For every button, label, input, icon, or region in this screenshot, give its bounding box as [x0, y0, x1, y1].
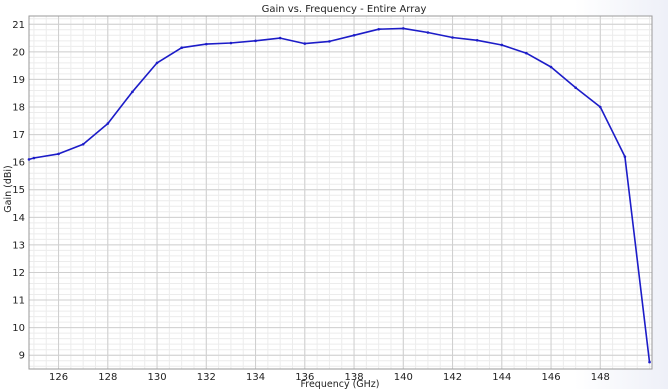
- data-point: [525, 51, 528, 55]
- data-point: [352, 34, 356, 37]
- plot-area: 126 128 130 132 134 136 138 140 142 144 146 148 9 10 1…: [12, 15, 653, 383]
- y-tick-label: 19: [12, 75, 25, 86]
- data-point: [426, 31, 430, 34]
- data-point: [131, 90, 134, 94]
- data-point: [648, 360, 651, 364]
- plot-background: [29, 16, 652, 369]
- x-tick-label: 146: [541, 372, 560, 383]
- y-tick-label: 16: [12, 158, 25, 169]
- data-point: [328, 40, 331, 43]
- x-tick-label: 142: [443, 372, 462, 383]
- y-tick-label: 15: [12, 185, 25, 196]
- x-tick-label: 130: [148, 372, 167, 383]
- data-point: [155, 61, 159, 65]
- plot-border: [28, 15, 653, 370]
- y-axis-label: Gain (dBi): [3, 165, 14, 212]
- x-tick-label: 148: [591, 372, 610, 383]
- y-tick-label: 21: [12, 20, 25, 31]
- data-point: [500, 43, 504, 47]
- data-point: [229, 41, 233, 45]
- data-point: [254, 39, 257, 43]
- data-point: [32, 156, 36, 160]
- y-tick-label: 17: [12, 130, 25, 141]
- x-tick-label: 134: [246, 372, 265, 383]
- x-tick-label: 128: [98, 372, 117, 383]
- x-tick-label: 138: [344, 372, 363, 383]
- x-tick-label: 132: [197, 372, 216, 383]
- y-tick-label: 12: [12, 268, 25, 279]
- data-point: [598, 105, 602, 109]
- y-tick-label: 20: [12, 47, 25, 58]
- x-tick-label: 140: [394, 372, 413, 383]
- data-point: [278, 36, 282, 40]
- data-point: [27, 158, 31, 161]
- y-tick-label: 18: [12, 103, 25, 114]
- y-tick-label: 9: [19, 351, 25, 362]
- y-tick-label: 14: [12, 213, 25, 224]
- data-point: [401, 27, 405, 30]
- y-tick-label: 13: [12, 240, 25, 251]
- data-point: [81, 142, 85, 146]
- y-tick-label: 10: [12, 323, 25, 334]
- x-axis-label: Frequency (GHz): [300, 379, 379, 389]
- x-tick-label: 136: [295, 372, 314, 383]
- data-point: [57, 152, 60, 156]
- data-point: [549, 65, 553, 69]
- data-point: [451, 36, 454, 39]
- data-point: [106, 122, 110, 125]
- data-point: [574, 86, 577, 90]
- chart-title: Gain vs. Frequency - Entire Array: [262, 4, 427, 15]
- data-point: [180, 46, 183, 50]
- x-tick-label: 144: [492, 372, 511, 383]
- data-point: [303, 42, 307, 45]
- data-point: [623, 155, 627, 158]
- x-tick-label: 126: [49, 372, 68, 383]
- y-tick-label: 11: [12, 296, 25, 307]
- data-point: [377, 27, 380, 31]
- data-point: [204, 42, 208, 46]
- data-point: [475, 38, 479, 42]
